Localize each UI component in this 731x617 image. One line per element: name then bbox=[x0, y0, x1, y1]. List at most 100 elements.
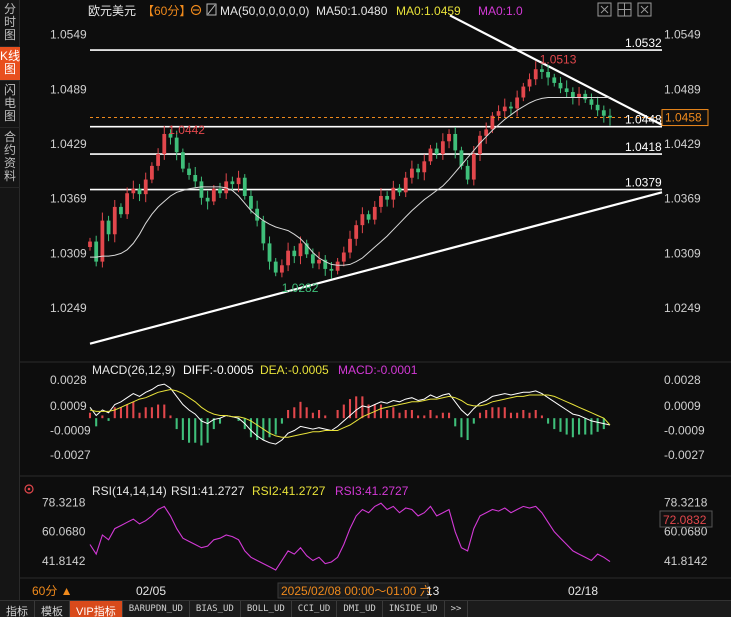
macd-axis: 0.0028 0.0028 0.0009 0.0009 -0.0009 -0.0009 -0… bbox=[50, 373, 705, 462]
rsi-line bbox=[89, 502, 611, 571]
tab-boll[interactable]: BOLL_UD bbox=[241, 601, 292, 617]
period-selector[interactable]: 60分 ▲ bbox=[32, 584, 73, 598]
candle-body bbox=[422, 161, 427, 173]
tab-inside[interactable]: INSIDE_UD bbox=[383, 601, 445, 617]
candle-body bbox=[236, 177, 241, 185]
candle-body bbox=[533, 69, 538, 80]
price-tick-right: 1.0549 bbox=[664, 28, 701, 42]
price-tick-right: 1.0489 bbox=[664, 82, 701, 96]
tab-vip-indicators[interactable]: VIP指标 bbox=[70, 601, 123, 617]
candle-body bbox=[428, 148, 433, 162]
candle-body bbox=[403, 177, 408, 193]
candle-body bbox=[577, 93, 581, 98]
close-icon[interactable] bbox=[637, 2, 652, 17]
macd-tick-right: -0.0027 bbox=[664, 448, 705, 462]
tab-barupdn[interactable]: BARUPDN_UD bbox=[123, 601, 190, 617]
rsi-tick-left: 60.0680 bbox=[42, 525, 86, 539]
rsi3-value: RSI3:41.2727 bbox=[335, 484, 409, 498]
ma0-value-a: MA0:1.0459 bbox=[396, 4, 461, 18]
candle-body bbox=[416, 168, 420, 173]
candle-body bbox=[385, 195, 390, 200]
candle-body bbox=[354, 225, 359, 239]
candle-body bbox=[137, 188, 142, 195]
candle-body bbox=[440, 141, 445, 155]
sidebar-item-kline[interactable]: K线图 bbox=[0, 47, 20, 81]
tab-bias[interactable]: BIAS_UD bbox=[190, 601, 241, 617]
price-tick-right: 1.0369 bbox=[664, 192, 701, 206]
candle-body bbox=[255, 208, 260, 221]
macd-dea-line bbox=[89, 388, 611, 438]
rsi-current-tag: 72.0832 bbox=[659, 510, 713, 528]
price-tick-left: 1.0549 bbox=[50, 28, 87, 42]
price-tick-right: 1.0309 bbox=[664, 246, 701, 260]
support-resistance-lines bbox=[90, 49, 662, 191]
candle-body bbox=[143, 179, 148, 195]
candle-body bbox=[150, 165, 154, 180]
rsi-params: RSI(14,14,14) bbox=[92, 484, 167, 498]
left-high-annotation: 1.0442 bbox=[168, 123, 205, 137]
candle-body bbox=[168, 133, 173, 138]
rsi-tick-left: 41.8142 bbox=[42, 554, 86, 568]
sidebar-item-contract-info[interactable]: 合约资料 bbox=[0, 128, 20, 188]
candle-body bbox=[211, 188, 216, 202]
svg-text:1.0458: 1.0458 bbox=[665, 111, 702, 125]
candle-body bbox=[156, 154, 160, 166]
descending-trendline bbox=[449, 14, 663, 126]
rsi-tick-right: 78.3218 bbox=[664, 496, 708, 510]
time-label-1: 02/05 bbox=[136, 584, 166, 598]
svg-text:72.0832: 72.0832 bbox=[663, 513, 707, 527]
tab-cci[interactable]: CCI_UD bbox=[292, 601, 338, 617]
candle-body bbox=[434, 148, 439, 155]
candle-body bbox=[595, 104, 600, 111]
macd-tick-left: 0.0028 bbox=[50, 373, 87, 387]
expand-icon[interactable] bbox=[597, 2, 612, 17]
tab-more[interactable]: >> bbox=[445, 601, 469, 617]
grid-icon[interactable] bbox=[617, 2, 632, 17]
candle-body bbox=[329, 268, 334, 271]
candle-body bbox=[88, 241, 92, 248]
level-label-4: 1.0379 bbox=[625, 176, 662, 190]
ma50-line bbox=[90, 97, 610, 266]
sidebar-item-flash[interactable]: 闪电图 bbox=[0, 81, 20, 128]
candle-body bbox=[502, 106, 507, 112]
candle-body bbox=[298, 243, 303, 257]
candle-body bbox=[608, 115, 612, 118]
candle-body bbox=[478, 135, 482, 155]
candle-body bbox=[583, 93, 588, 100]
current-price-tag: 1.0458 bbox=[661, 109, 709, 127]
price-tick-left: 1.0429 bbox=[50, 137, 87, 151]
ascending-trendline bbox=[89, 191, 663, 345]
sidebar-item-timeshare[interactable]: 分时图 bbox=[0, 0, 20, 47]
price-tick-right: 1.0249 bbox=[664, 301, 701, 315]
macd-tick-right: 0.0009 bbox=[664, 399, 701, 413]
candle-body bbox=[280, 265, 284, 273]
tab-dmi[interactable]: DMI_UD bbox=[337, 601, 383, 617]
macd-dea-value: DEA:-0.0005 bbox=[260, 363, 329, 377]
macd-tick-left: -0.0009 bbox=[50, 423, 91, 437]
price-tick-left: 1.0249 bbox=[50, 301, 87, 315]
candle-body bbox=[601, 110, 606, 116]
ma0-value-b: MA0:1.0 bbox=[478, 4, 523, 18]
candle-body bbox=[205, 197, 210, 202]
candle-body bbox=[570, 92, 575, 98]
chart-area[interactable]: 欧元美元 【60分】 MA(50,0,0,0,0,0) MA50:1.0480 … bbox=[20, 0, 731, 600]
tab-templates[interactable]: 模板 bbox=[35, 601, 70, 617]
candle-body bbox=[174, 137, 179, 153]
ma50-value: MA50:1.0480 bbox=[316, 4, 388, 18]
candle-body bbox=[459, 150, 464, 166]
price-tick-left: 1.0309 bbox=[50, 246, 87, 260]
candle-body bbox=[465, 165, 470, 180]
candle-body bbox=[261, 220, 266, 244]
candle-body bbox=[292, 250, 297, 257]
macd-diff-value: DIFF:-0.0005 bbox=[183, 363, 254, 377]
macd-hist-value: MACD:-0.0001 bbox=[338, 363, 418, 377]
settings-icon[interactable] bbox=[190, 4, 202, 16]
candle-body bbox=[564, 88, 569, 93]
candle-body bbox=[521, 86, 526, 98]
rsi-settings-icon[interactable] bbox=[24, 484, 34, 494]
candle-body bbox=[484, 129, 489, 136]
candle-body bbox=[496, 111, 501, 116]
tab-indicators[interactable]: 指标 bbox=[0, 601, 35, 617]
candle-body bbox=[515, 97, 520, 109]
candle-body bbox=[125, 193, 130, 215]
